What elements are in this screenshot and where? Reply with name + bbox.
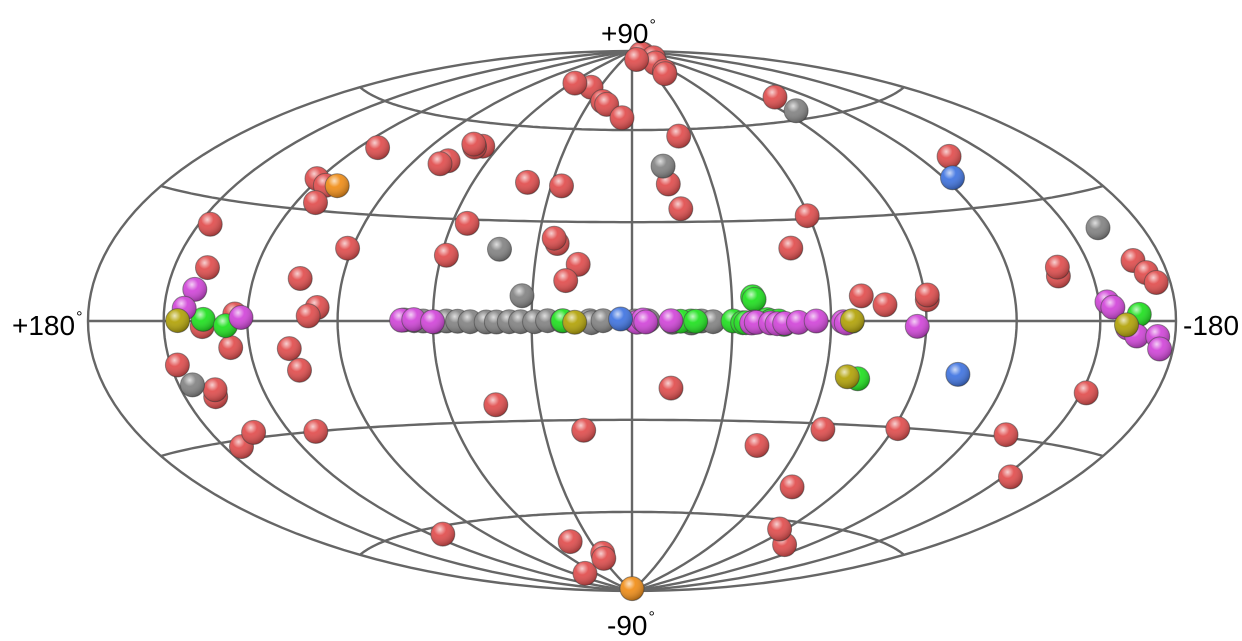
- source-point-red: [1073, 380, 1099, 406]
- source-point-orange: [324, 173, 350, 199]
- source-point-blue: [608, 306, 634, 332]
- parallel-line: [160, 184, 1104, 224]
- source-point-magenta: [182, 276, 208, 302]
- source-point-red: [936, 143, 962, 169]
- source-point-magenta: [1100, 294, 1126, 320]
- source-point-red: [571, 417, 597, 443]
- source-point-red: [202, 377, 228, 403]
- source-point-red: [276, 336, 302, 362]
- source-point-red: [303, 418, 329, 444]
- source-point-red: [218, 335, 244, 361]
- source-point-magenta: [420, 309, 446, 335]
- source-point-red: [810, 416, 836, 442]
- source-point-orange: [619, 576, 645, 602]
- source-point-blue: [945, 361, 971, 387]
- graticule: [86, 49, 1178, 593]
- source-point-red: [427, 151, 453, 177]
- source-point-red: [287, 266, 313, 291]
- source-point-red: [762, 84, 788, 110]
- source-point-olive: [839, 308, 865, 334]
- axis-label-bottom: -90°: [607, 609, 655, 641]
- source-point-red: [549, 173, 574, 199]
- parallel-line: [160, 418, 1104, 458]
- source-point-red: [666, 123, 692, 149]
- source-point-olive: [834, 364, 860, 390]
- source-point-red: [365, 135, 391, 161]
- source-point-magenta: [633, 309, 659, 335]
- source-point-grey: [487, 236, 512, 262]
- source-point-red: [303, 190, 328, 216]
- source-point-red: [885, 416, 911, 442]
- source-point-red: [848, 283, 874, 309]
- source-point-red: [609, 105, 635, 131]
- source-point-red: [572, 560, 598, 586]
- source-point-red: [562, 70, 588, 96]
- source-point-red: [557, 529, 583, 555]
- source-point-red: [541, 225, 567, 251]
- source-point-grey: [509, 283, 535, 309]
- source-point-red: [287, 357, 312, 383]
- source-point-red: [794, 203, 820, 229]
- source-point-olive: [165, 308, 191, 334]
- source-point-red: [998, 464, 1023, 490]
- source-point-red: [461, 131, 487, 157]
- source-point-grey: [180, 372, 205, 398]
- source-point-olive: [562, 309, 588, 335]
- axis-label-left: +180°: [12, 309, 83, 341]
- source-point-green: [683, 308, 709, 334]
- source-point-red: [433, 242, 459, 268]
- source-point-blue: [940, 165, 965, 191]
- source-point-red: [1143, 270, 1169, 295]
- data-points: [164, 41, 1173, 602]
- source-point-red: [164, 352, 190, 378]
- source-point-olive: [1114, 312, 1139, 338]
- source-point-grey: [650, 153, 676, 179]
- source-point-red: [1044, 254, 1070, 280]
- source-point-magenta: [803, 308, 829, 334]
- source-point-green: [741, 286, 767, 312]
- axis-label-top: +90°: [601, 17, 656, 49]
- parallel-line: [359, 510, 905, 556]
- parallel-line: [359, 86, 905, 132]
- source-point-red: [515, 169, 540, 195]
- source-point-red: [295, 303, 321, 329]
- source-point-magenta: [228, 305, 254, 330]
- source-point-magenta: [786, 309, 811, 335]
- source-point-red: [197, 211, 223, 237]
- source-point-red: [483, 392, 509, 418]
- source-point-red: [454, 210, 480, 236]
- axis-label-right: -180: [1183, 310, 1240, 341]
- source-point-grey: [1085, 215, 1111, 241]
- source-point-red: [430, 521, 456, 547]
- source-point-red: [744, 433, 770, 458]
- source-point-red: [195, 255, 220, 281]
- source-point-red: [241, 419, 267, 445]
- source-point-magenta: [1147, 336, 1173, 362]
- source-point-red: [624, 47, 650, 72]
- source-point-red: [767, 516, 793, 542]
- source-point-red: [914, 282, 940, 308]
- source-point-grey: [783, 98, 809, 124]
- source-point-red: [652, 61, 678, 87]
- source-point-red: [591, 545, 617, 571]
- source-point-red: [993, 422, 1019, 448]
- source-point-red: [335, 235, 361, 261]
- source-point-red: [668, 196, 694, 222]
- source-point-magenta: [401, 307, 427, 333]
- source-point-magenta: [658, 308, 684, 334]
- source-point-red: [779, 474, 805, 500]
- source-point-red: [778, 235, 804, 261]
- source-point-red: [553, 268, 579, 294]
- source-point-magenta: [904, 313, 930, 339]
- source-point-grey: [700, 309, 726, 335]
- source-point-green: [190, 306, 216, 332]
- source-point-red: [872, 292, 898, 318]
- source-point-red: [658, 375, 684, 401]
